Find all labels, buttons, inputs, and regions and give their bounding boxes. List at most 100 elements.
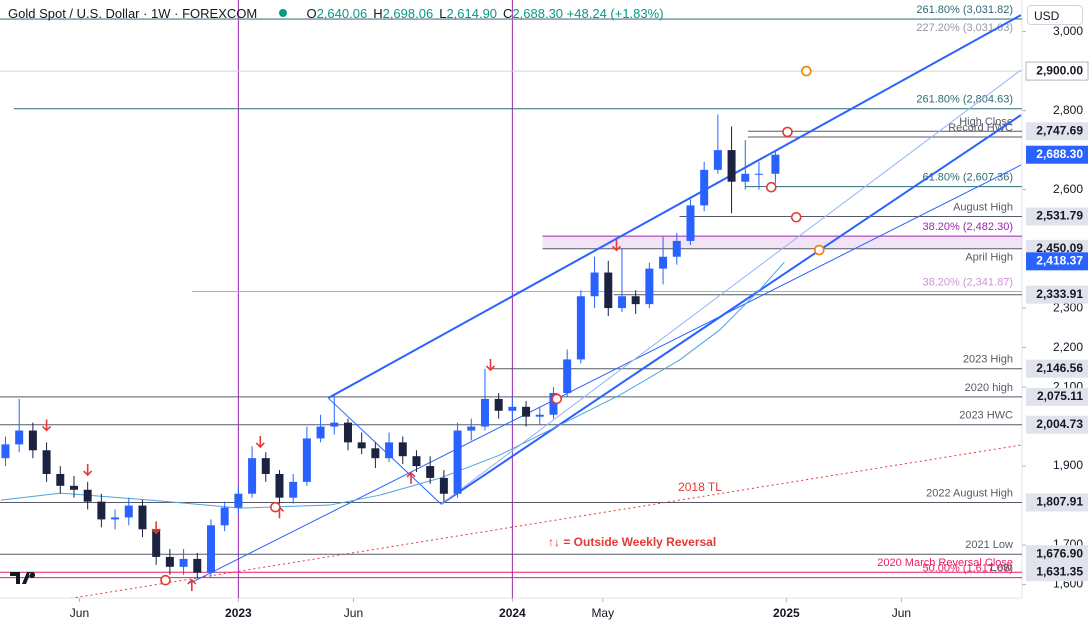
- signal-circle: [160, 574, 171, 586]
- candle-body: [261, 458, 270, 474]
- candle-body: [480, 398, 489, 427]
- level-label: 2022 August High: [926, 487, 1013, 499]
- price-label-box: [1026, 359, 1088, 378]
- ohlc-value: 2,688.30: [512, 6, 564, 21]
- price-axis-bg: [1022, 0, 1089, 624]
- price-label: 2,450.09: [1036, 241, 1083, 255]
- trend-line: [190, 164, 1022, 584]
- x-tick-label: Jun: [344, 606, 363, 620]
- reversal-arrow: [255, 435, 265, 449]
- price-label-box: [1026, 415, 1088, 434]
- level-label: 2020 March Reversal Close: [877, 557, 1013, 569]
- logo: [10, 572, 36, 584]
- signal-circle: [801, 65, 812, 77]
- candle-body: [385, 442, 394, 459]
- level-label: 2020 high: [965, 382, 1013, 394]
- price-label: 2,900.00: [1036, 63, 1083, 77]
- reversal-arrow: [42, 419, 52, 432]
- candle-body: [535, 414, 544, 417]
- price-label: 1,807.91: [1036, 495, 1083, 509]
- candle-body: [659, 256, 668, 269]
- candle-body: [124, 505, 133, 518]
- reversal-arrow: [83, 464, 93, 477]
- ohlc-value: 2,698.06: [382, 6, 434, 21]
- ohlc-key: C: [503, 6, 513, 21]
- status-dot: [278, 9, 287, 17]
- candle-body: [302, 438, 311, 482]
- candle-body: [111, 517, 120, 520]
- candle-body: [617, 296, 626, 309]
- candle-body: [193, 558, 202, 573]
- price-label: 2,075.11: [1037, 389, 1083, 403]
- candle-body: [398, 442, 407, 457]
- signal-circle: [790, 211, 802, 223]
- candle-body: [549, 393, 558, 415]
- currency-button[interactable]: USD: [1027, 5, 1083, 25]
- candle-body: [69, 485, 78, 490]
- price-label-box: [1026, 145, 1088, 164]
- reversal-arrow: [406, 471, 416, 484]
- candle-body: [494, 398, 503, 411]
- price-label-box: [1025, 61, 1089, 81]
- candle-body: [522, 406, 531, 417]
- trend-line: [327, 397, 442, 505]
- candle-body: [15, 430, 24, 445]
- candle-body: [741, 173, 750, 182]
- reversal-arrow: [187, 578, 197, 591]
- trend-line: [327, 14, 1022, 399]
- candle-body: [56, 473, 65, 486]
- candle-body: [631, 296, 640, 305]
- annotation: 2018 TL: [678, 480, 722, 494]
- candle-body: [343, 422, 352, 443]
- candle-body: [165, 556, 174, 567]
- candle-body: [289, 481, 298, 498]
- level-label: 38.20% (2,341.87): [922, 276, 1013, 288]
- candle-body: [330, 422, 339, 427]
- ohlc-value: 2,640.06: [316, 6, 368, 21]
- level-label: April High: [965, 252, 1013, 264]
- signal-circle: [765, 181, 777, 193]
- price-label-box: [1026, 207, 1088, 226]
- level-label: August High: [953, 201, 1013, 213]
- level-label: 261.80% (3,031.82): [916, 4, 1013, 16]
- ohlc-key: L: [439, 6, 447, 21]
- level-label: 261.80% (2,804.63): [916, 94, 1013, 106]
- ohlc: O2,640.06 H2,698.06 L2,614.90 C2,688.30: [300, 6, 566, 21]
- level-label: 61.80% (2,607.36): [922, 172, 1013, 184]
- level-label: 2023 High: [963, 354, 1013, 366]
- ohlc-key: H: [373, 6, 383, 21]
- plot-area: 261.80% (3,031.82) 227.20% (3,031.03) 261.…: [0, 0, 1022, 598]
- signal-circle: [270, 501, 281, 513]
- candle-body: [727, 150, 736, 182]
- candle-body: [138, 505, 147, 530]
- candle-body: [453, 430, 462, 494]
- y-tick-label: 1,900: [1053, 458, 1083, 472]
- symbol-title: Gold Spot / U.S. Dollar · 1W · FOREXCOM: [8, 6, 258, 21]
- candle-body: [412, 456, 421, 467]
- price-label: 2,146.56: [1036, 361, 1083, 375]
- candle-body: [248, 458, 257, 494]
- candle-body: [371, 448, 380, 459]
- reversal-arrow: [485, 358, 496, 372]
- ohlc-value: 2,614.90: [446, 6, 498, 21]
- level-label: 50.00% (1,617.68): [922, 562, 1013, 574]
- price-label-box: [1026, 545, 1088, 564]
- level-label: High Close: [959, 116, 1013, 128]
- price-label-box: [1026, 387, 1088, 406]
- candle-body: [97, 501, 106, 520]
- trend-line: [69, 444, 1021, 598]
- y-tick-label: 3,000: [1053, 24, 1083, 38]
- candle-body: [206, 525, 215, 573]
- price-label: 2,333.91: [1036, 287, 1083, 301]
- level-label: 227.20% (3,031.03): [916, 22, 1013, 34]
- candle-body: [672, 240, 681, 257]
- signal-circle: [551, 393, 563, 405]
- annotation: ↑↓ = Outside Weekly Reversal: [548, 535, 716, 549]
- trend-line: [440, 114, 1022, 505]
- candle-body: [83, 489, 92, 502]
- candle-body: [152, 529, 161, 557]
- zone-band: [542, 236, 1022, 249]
- candle-body: [1, 444, 10, 459]
